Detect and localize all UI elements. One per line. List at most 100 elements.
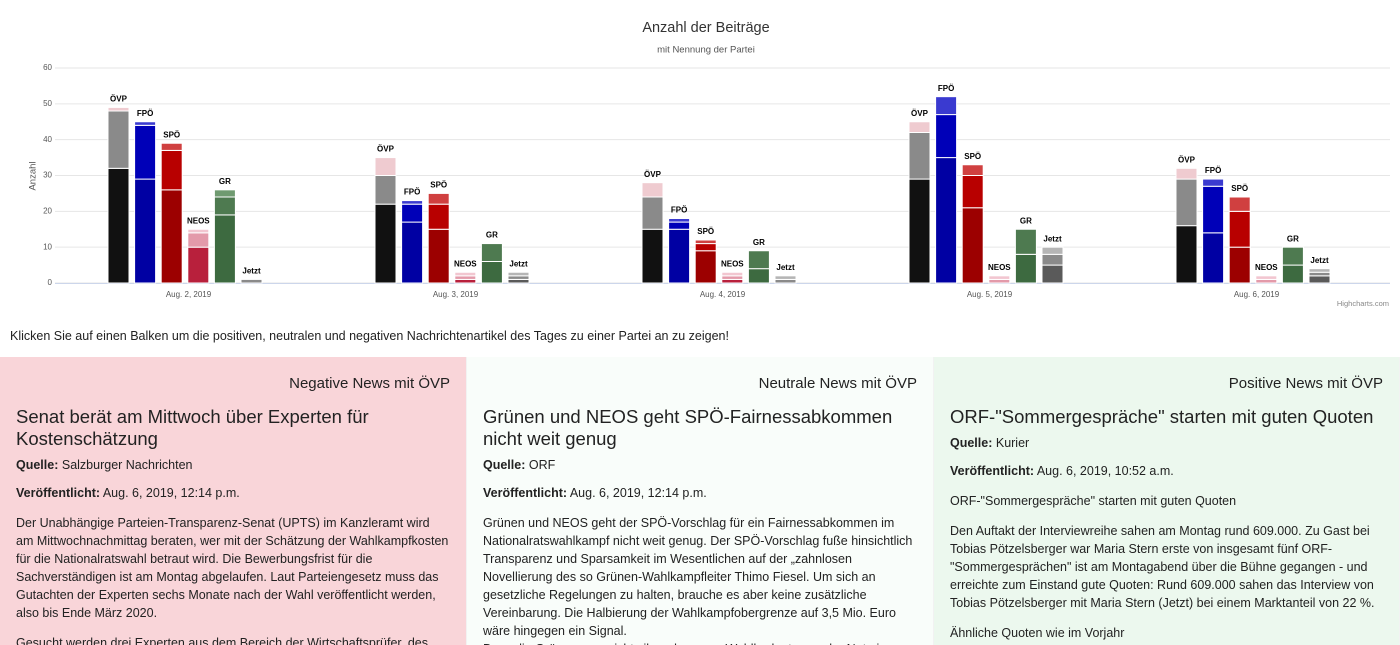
bar-segment[interactable] [1228,210,1251,248]
bar-segment[interactable] [187,228,210,234]
bar-segment[interactable] [1175,178,1198,227]
party-label: NEOS [1255,263,1278,272]
bar-segment[interactable] [134,124,157,180]
bar-segment[interactable] [213,189,236,198]
bar-segment[interactable] [160,142,183,151]
bar-segment[interactable] [213,196,236,216]
bar-segment[interactable] [1014,228,1037,255]
bar-segment[interactable] [134,178,157,284]
bar-segment[interactable] [187,232,210,248]
bar-segment[interactable] [374,157,397,176]
bar-segment[interactable] [1175,167,1198,180]
bar-segment[interactable] [1228,246,1251,284]
party-label: ÖVP [110,95,128,104]
bar-segment[interactable] [374,175,397,205]
bar-segment[interactable] [694,250,717,284]
y-tick-label: 50 [43,99,52,108]
bar-segment[interactable] [721,271,744,277]
bar-segment[interactable] [240,278,263,284]
article-paragraph: Ähnliche Quoten wie im Vorjahr [950,626,1125,640]
bar-segment[interactable] [935,114,958,159]
bar-segment[interactable] [747,250,770,270]
bar-segment[interactable] [107,167,130,284]
bar-segment[interactable] [213,214,236,284]
bar-segment[interactable] [187,246,210,284]
bar-segment[interactable] [427,192,450,205]
bar-segment[interactable] [641,182,664,198]
bar-segment[interactable] [401,203,424,223]
bar-segment[interactable] [1041,264,1064,284]
bar-segment[interactable] [1281,264,1304,284]
bar-segment[interactable] [961,175,984,209]
bar-segment[interactable] [1014,253,1037,284]
bar-segment[interactable] [1041,253,1064,266]
bar-segment[interactable] [908,121,931,133]
bar-segment[interactable] [935,157,958,284]
bar-segment[interactable] [668,218,691,223]
bar-segment[interactable] [401,221,424,284]
article-title: ORF-"Sommergespräche" starten mit guten … [950,406,1374,427]
bar-segment[interactable] [774,275,797,280]
party-label: Jetzt [1310,256,1329,265]
bar-segment[interactable] [1041,246,1064,255]
bar-segment[interactable] [961,207,984,284]
bar-segment[interactable] [1202,232,1225,284]
bar-segment[interactable] [641,196,664,230]
source-label: Quelle: [950,436,993,450]
bar-segment[interactable] [507,278,530,284]
bar-segment[interactable] [374,203,397,284]
bar-segment[interactable] [107,110,130,169]
chart-subtitle: mit Nennung der Partei [657,45,755,56]
bar-segment[interactable] [160,149,183,191]
bar-segment[interactable] [507,275,530,280]
bar-segment[interactable] [908,132,931,180]
bar-segment[interactable] [401,200,424,205]
bar-segment[interactable] [134,121,157,126]
bar-segment[interactable] [427,228,450,284]
bar-segment[interactable] [1308,275,1331,284]
bar-segment[interactable] [160,189,183,284]
bar-segment[interactable] [480,243,503,262]
bar-segment[interactable] [988,278,1011,284]
bar-segment[interactable] [1255,275,1278,280]
bar-segment[interactable] [1202,185,1225,234]
bar-segment[interactable] [908,178,931,284]
bar-segment[interactable] [454,278,477,284]
article-paragraph: Gesucht werden drei Experten aus dem Ber… [16,636,428,645]
party-label: GR [486,231,498,240]
bar-segment[interactable] [1308,271,1331,277]
party-label: Jetzt [1043,234,1062,243]
x-tick-label: Aug. 3, 2019 [433,290,479,299]
bar-segment[interactable] [454,271,477,277]
bar-segment[interactable] [1308,268,1331,273]
bar-segment[interactable] [507,271,530,277]
bar-segment[interactable] [935,96,958,116]
source: ORF [528,458,556,472]
bar-segment[interactable] [668,221,691,230]
source: Kurier [995,436,1030,450]
bar-segment[interactable] [1175,225,1198,284]
bar-segment[interactable] [107,106,130,112]
panel-heading: Negative News mit ÖVP [289,375,450,392]
bar-segment[interactable] [694,239,717,245]
bar-segment[interactable] [721,275,744,280]
bar-segment[interactable] [427,203,450,230]
bar-segment[interactable] [774,278,797,284]
bar-segment[interactable] [694,243,717,252]
bar-segment[interactable] [721,278,744,284]
bar-segment[interactable] [641,228,664,284]
bar-segment[interactable] [1228,196,1251,212]
bar-segment[interactable] [668,228,691,284]
party-label: GR [753,238,765,247]
bar-segment[interactable] [988,275,1011,280]
bar-segment[interactable] [480,261,503,284]
bar-segment[interactable] [1255,278,1278,284]
bar-segment[interactable] [1281,246,1304,266]
chart: Anzahl der Beiträge mit Nennung der Part… [28,20,1390,308]
party-label: NEOS [454,259,477,268]
bar-segment[interactable] [961,164,984,176]
article-source: Quelle: ORF [483,458,917,472]
bar-segment[interactable] [454,275,477,280]
bar-segment[interactable] [1202,178,1225,187]
bar-segment[interactable] [747,268,770,284]
